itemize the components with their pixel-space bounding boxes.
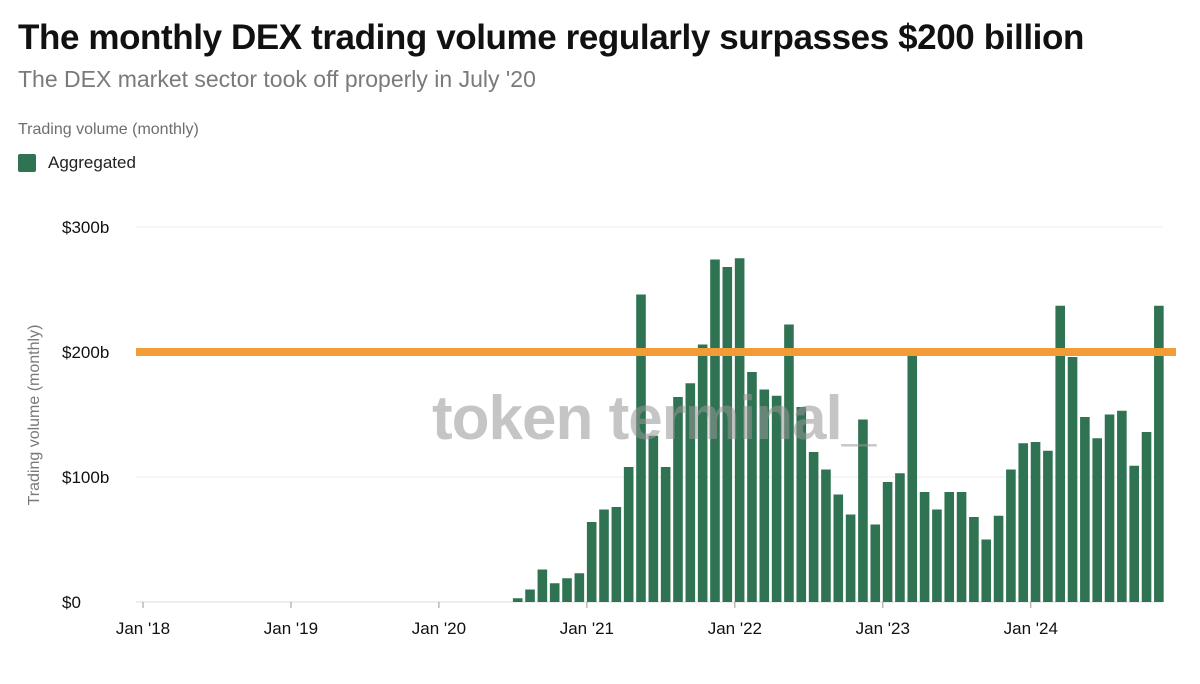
bar [981, 539, 992, 602]
chart-title: The monthly DEX trading volume regularly… [18, 18, 1084, 57]
bar [969, 517, 979, 602]
bar [599, 509, 609, 602]
x-tick-label: Jan '22 [708, 619, 762, 638]
bar [1104, 414, 1115, 602]
bar [1129, 465, 1139, 602]
x-tick-label: Jan '21 [560, 619, 614, 638]
bar [895, 473, 905, 602]
bar [759, 389, 770, 602]
bar [1043, 450, 1053, 602]
y-tick-label: $0 [62, 593, 81, 612]
bar [648, 435, 659, 602]
y-tick-label: $100b [62, 468, 109, 487]
bar [1141, 432, 1152, 602]
bar [944, 492, 955, 602]
bar [722, 267, 733, 602]
bar [734, 258, 745, 602]
bar [512, 598, 523, 602]
bar [549, 583, 560, 602]
bar [685, 383, 696, 602]
bar [932, 509, 942, 602]
bar [562, 578, 572, 602]
bar [710, 259, 720, 602]
bar [1018, 443, 1029, 602]
x-tick-label: Jan '23 [856, 619, 910, 638]
bar [858, 419, 868, 602]
bar [636, 294, 646, 602]
bar [808, 452, 819, 602]
bar [1067, 357, 1078, 602]
bar [747, 372, 757, 602]
bar [784, 324, 794, 602]
bar [1117, 410, 1127, 602]
bar [833, 494, 844, 602]
legend-swatch [18, 154, 36, 172]
bar [845, 514, 856, 602]
bar [870, 524, 881, 602]
y-axis-title: Trading volume (monthly) [26, 325, 43, 506]
bar [993, 515, 1004, 602]
legend: Aggregated [18, 153, 136, 173]
legend-label-aggregated: Aggregated [48, 153, 136, 172]
bar [882, 482, 893, 602]
bar [586, 522, 597, 602]
x-tick-label: Jan '19 [264, 619, 318, 638]
y-tick-label: $300b [62, 218, 109, 237]
bar [919, 492, 930, 602]
x-tick-label: Jan '24 [1004, 619, 1058, 638]
bar [611, 507, 622, 602]
x-tick-label: Jan '18 [116, 619, 170, 638]
bar [1092, 438, 1103, 602]
bar [821, 469, 831, 602]
bar [1055, 305, 1066, 602]
bar [1080, 417, 1090, 602]
bar [525, 589, 535, 602]
watermark: token terminal_ [432, 384, 876, 453]
bar [697, 344, 708, 602]
x-tick-label: Jan '20 [412, 619, 466, 638]
bar [1154, 305, 1164, 602]
y-tick-label: $200b [62, 343, 109, 362]
series-label: Trading volume (monthly) [18, 121, 199, 138]
chart-subtitle: The DEX market sector took off properly … [18, 66, 536, 92]
bar [771, 395, 782, 602]
bar [1030, 442, 1041, 602]
bar [907, 354, 918, 602]
bar [956, 492, 967, 602]
bar [660, 467, 671, 602]
bar [537, 569, 548, 602]
bar [623, 467, 634, 602]
bar [1006, 469, 1016, 602]
bar [574, 573, 585, 602]
bar [796, 407, 807, 602]
bar [673, 397, 683, 602]
